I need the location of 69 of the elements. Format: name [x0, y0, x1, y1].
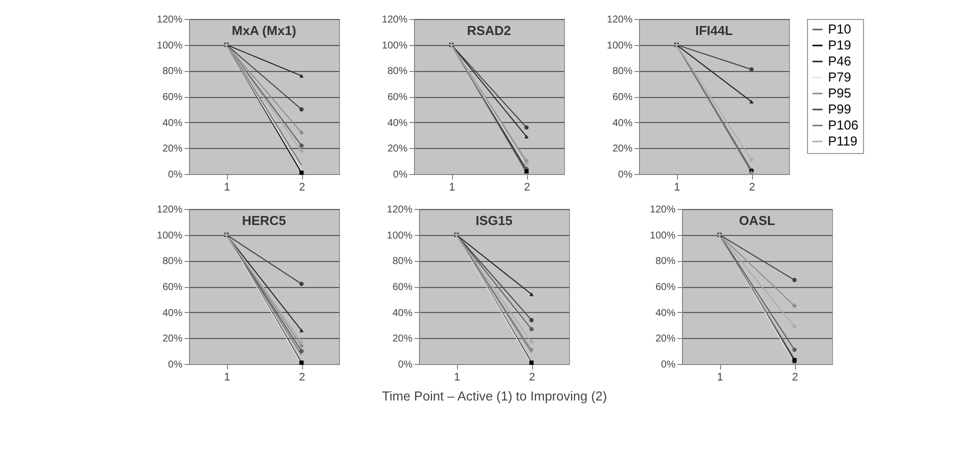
legend-label: P79 [828, 70, 852, 84]
y-tick-label: 120% [156, 204, 183, 216]
y-tick-label: 100% [382, 40, 408, 52]
x-tick-label: 2 [792, 372, 798, 384]
y-tick-label: 20% [392, 334, 413, 345]
y-tick-label: 0% [618, 170, 633, 180]
y-tick-label: 120% [382, 14, 408, 26]
x-tick-label: 2 [524, 182, 530, 194]
y-tick-label: 80% [162, 256, 183, 268]
y-tick-label: 80% [162, 66, 183, 78]
legend-label: P106 [828, 118, 858, 132]
y-tick-label: 60% [162, 282, 183, 293]
y-tick-label: 0% [393, 170, 408, 180]
y-tick-label: 80% [612, 66, 633, 78]
y-tick-label: 60% [387, 92, 408, 103]
legend-label: P10 [828, 22, 852, 36]
y-tick-label: 20% [655, 334, 676, 345]
legend-label: P99 [828, 102, 852, 116]
y-tick-label: 0% [168, 360, 183, 370]
y-tick-label: 60% [655, 282, 676, 293]
y-tick-label: 60% [612, 92, 633, 103]
x-tick-label: 1 [716, 372, 724, 384]
y-tick-label: 120% [156, 14, 183, 26]
y-tick-label: 100% [156, 40, 183, 52]
y-tick-label: 100% [386, 230, 413, 242]
y-tick-label: 20% [387, 144, 408, 155]
legend-label: P19 [828, 38, 852, 52]
y-tick-label: 40% [655, 308, 676, 319]
x-tick-label: 2 [528, 372, 536, 384]
y-tick-label: 20% [162, 144, 183, 155]
x-tick-label: 1 [674, 182, 680, 194]
legend-label: P95 [828, 86, 852, 100]
legend-label: P119 [828, 134, 858, 148]
y-tick-label: 120% [650, 204, 676, 216]
chart-title: IFI44L [695, 23, 733, 38]
y-tick-label: 60% [162, 92, 183, 103]
legend-label: P46 [828, 54, 852, 68]
y-tick-label: 100% [650, 230, 676, 242]
y-tick-label: 100% [156, 230, 183, 242]
x-tick-label: 2 [298, 372, 306, 384]
y-tick-label: 60% [392, 282, 413, 293]
x-tick-label: 1 [454, 372, 460, 384]
y-tick-label: 120% [606, 14, 633, 26]
y-tick-label: 120% [386, 204, 413, 216]
x-tick-label: 2 [748, 182, 756, 194]
y-tick-label: 0% [168, 170, 183, 180]
y-tick-label: 80% [655, 256, 676, 268]
y-tick-label: 40% [392, 308, 413, 319]
y-tick-label: 40% [162, 118, 183, 129]
x-tick-label: 1 [224, 372, 230, 384]
y-tick-label: 20% [612, 144, 633, 155]
chart-title: HERC5 [242, 213, 286, 228]
x-tick-label: 2 [298, 182, 306, 194]
y-tick-label: 40% [612, 118, 633, 129]
chart-title: OASL [738, 213, 776, 228]
x-tick-label: 1 [448, 182, 456, 194]
chart-title: ISG15 [476, 213, 512, 228]
y-tick-label: 20% [162, 334, 183, 345]
chart-title: MxA (Mx1) [232, 23, 296, 38]
y-tick-label: 40% [162, 308, 183, 319]
y-tick-label: 80% [392, 256, 413, 268]
x-axis-title: Time Point – Active (1) to Improving (2) [382, 388, 607, 404]
y-tick-label: 0% [661, 360, 676, 370]
y-tick-label: 80% [387, 66, 408, 78]
x-tick-label: 1 [224, 182, 230, 194]
chart-title: RSAD2 [466, 23, 512, 38]
y-tick-label: 40% [387, 118, 408, 129]
y-tick-label: 0% [398, 360, 413, 370]
y-tick-label: 100% [606, 40, 633, 52]
